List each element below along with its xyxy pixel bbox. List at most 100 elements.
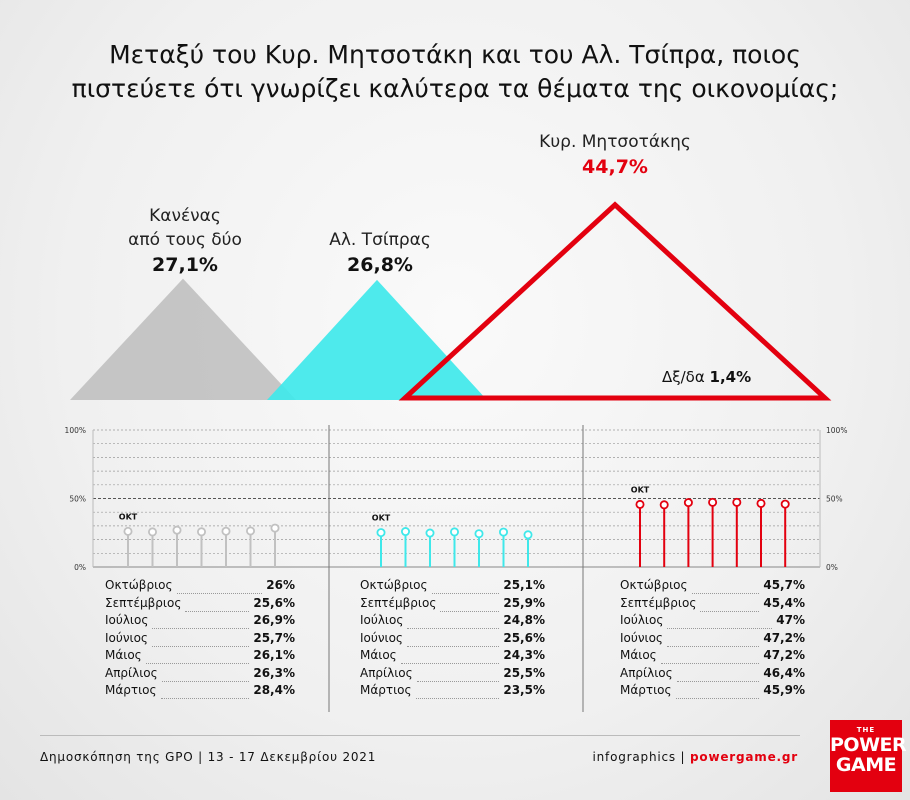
leader-dots [677,680,759,682]
month-label: Απρίλιος [105,665,158,680]
triangle-chart [70,201,832,401]
leader-dots [416,698,499,699]
leader-dots [692,593,759,594]
leader-dots [661,663,759,664]
month-label: Οκτώβριος [360,578,428,592]
lollipop-point [123,526,133,536]
month-value: 25,6% [503,630,545,645]
lollipop-point [400,527,410,537]
month-label: Οκτώβριος [105,578,173,592]
leader-dots [667,628,772,629]
month-label: Ιούνιος [105,630,148,645]
lollipop-point [523,530,533,540]
dk-value: 1,4% [709,368,752,386]
lollipop-point [683,498,693,508]
table-row: Μάιος 47,2% [620,648,805,666]
lollipop-point [147,527,157,537]
month-label: Ιούλιος [620,613,664,627]
leader-dots [146,663,249,664]
leader-dots [700,610,759,612]
table-row: Απρίλιος 25,5% [360,666,545,684]
table-row: Σεπτέμβριος 25,9% [360,596,545,614]
table-row: Ιούλιος 26,9% [105,613,295,631]
month-label: Μάρτιος [620,683,672,697]
leader-dots [432,593,499,594]
month-value: 45,7% [763,578,805,592]
y-tick-label-right: 100% [826,426,847,435]
table-row: Ιούνιος 47,2% [620,631,805,649]
lollipop-point [498,527,508,537]
table-row: Ιούνιος 25,6% [360,631,545,649]
dk-caption: Δξ/δα 1,4% [662,368,751,386]
lollipop-point [270,523,280,533]
leader-dots [161,698,249,699]
table-row: Ιούνιος 25,7% [105,631,295,649]
table-row: Οκτώβριος 25,1% [360,578,545,596]
logo-line2: GAME [835,754,897,776]
table-row: Ιούλιος 24,8% [360,613,545,631]
credit-text: infographics | [592,750,691,764]
month-label: Ιούλιος [105,613,149,627]
y-tick-label-right: 0% [826,563,838,572]
month-value: 26,9% [253,613,295,627]
y-tick-label-left: 100% [65,426,86,435]
month-value: 26,1% [253,648,295,662]
month-label: Οκτώβριος [620,578,688,592]
month-value: 46,4% [763,665,805,680]
month-label: Σεπτέμβριος [360,595,437,610]
leader-dots [401,663,499,664]
mitsotakis-value: 44,7% [582,156,648,178]
footer-source: Δημοσκόπηση της GPO | 13 - 17 Δεκεμβρίου… [40,750,377,764]
month-value: 24,8% [503,613,545,627]
table-row: Σεπτέμβριος 25,6% [105,596,295,614]
month-value: 28,4% [253,683,295,697]
dk-label: Δξ/δα [662,368,705,386]
chart-title: Μεταξύ του Κυρ. Μητσοτάκη και του Αλ. Τσ… [0,38,910,106]
month-value: 26% [266,578,295,592]
month-label: Μάρτιος [360,683,412,697]
point-label-okt: ΟΚΤ [119,512,138,521]
lollipop-point [732,497,742,507]
point-label-okt: ΟΚΤ [631,485,650,494]
table-row: Μάρτιος 23,5% [360,683,545,701]
footer-credit: infographics | powergame.gr [593,750,798,764]
lollipop-point [474,529,484,539]
table-row: Οκτώβριος 26% [105,578,295,596]
tsipras-label: Αλ. Τσίπρας [329,230,431,250]
lollipop-point [756,498,766,508]
month-label: Απρίλιος [620,665,673,680]
lollipop-point [425,528,435,538]
month-value: 45,9% [763,683,805,697]
lollipop-point [221,526,231,536]
leader-dots [185,610,249,612]
mitsotakis-label: Κυρ. Μητσοτάκης [539,132,691,152]
table-row: Απρίλιος 46,4% [620,666,805,684]
month-value: 25,9% [503,595,545,610]
month-value: 25,5% [503,665,545,680]
month-label: Απρίλιος [360,665,413,680]
leader-dots [440,610,499,612]
y-tick-label-left: 0% [74,563,86,572]
leader-dots [407,628,499,629]
month-value: 24,3% [503,648,545,662]
none-label-line2: από τους δύο [128,230,242,250]
site-link[interactable]: powergame.gr [690,750,798,764]
tsipras-caption: Αλ. Τσίπρας 26,8% [295,228,465,278]
title-line-2: πιστεύετε ότι γνωρίζει καλύτερα τα θέματ… [71,74,839,103]
table-row: Απρίλιος 26,3% [105,666,295,684]
point-label-okt: ΟΚΤ [372,514,391,523]
title-line-1: Μεταξύ του Κυρ. Μητσοτάκη και του Αλ. Τσ… [109,40,801,69]
month-value: 25,7% [253,630,295,645]
month-label: Ιούνιος [620,630,663,645]
leader-dots [407,645,499,647]
none-caption: Κανένας από τους δύο 27,1% [100,204,270,278]
lollipop-point [449,527,459,537]
footer-divider [40,735,800,736]
none-label-line1: Κανένας [149,206,221,226]
lollipop-point [245,526,255,536]
month-label: Μάιος [360,648,397,662]
leader-dots [676,698,759,699]
logo-line1: POWER [830,734,907,756]
lollipop-point [659,500,669,510]
mitsotakis-caption: Κυρ. Μητσοτάκης 44,7% [525,130,705,180]
